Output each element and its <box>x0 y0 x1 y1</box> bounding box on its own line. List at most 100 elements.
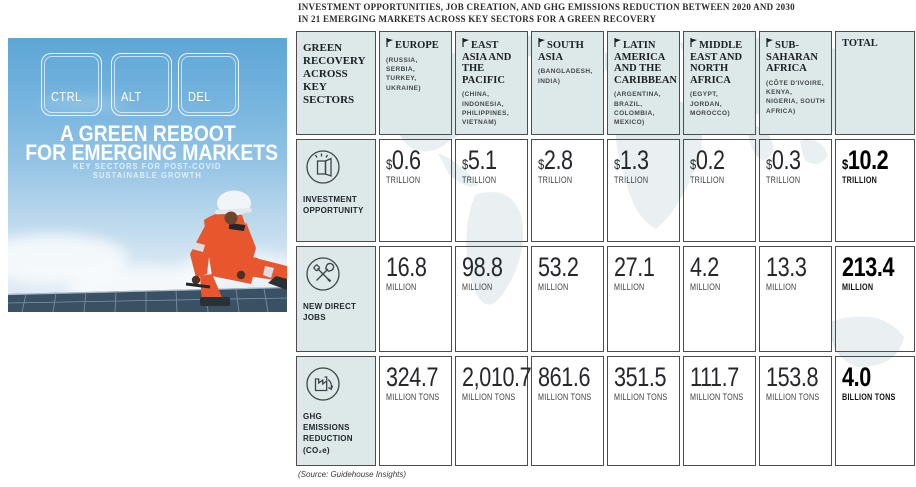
cell-value: 324.7 <box>386 362 439 392</box>
cell-unit: TRILLION <box>386 175 421 186</box>
cell-unit: TRILLION <box>766 175 801 186</box>
col-name: EUROPE <box>395 40 439 51</box>
flag-icon <box>462 38 469 51</box>
open-door-icon <box>304 148 370 191</box>
cell-value: 0.2 <box>695 145 725 175</box>
cell-value: 0.6 <box>391 145 421 175</box>
flag-icon <box>614 38 621 51</box>
cell-ghg-europe: 324.7 MILLION TONS <box>379 356 452 466</box>
flag-icon <box>386 38 393 51</box>
cell-value: 4.2 <box>690 252 719 282</box>
col-header-latin-america: LATIN AMERICA AND THE CARIBBEAN (ARGENTI… <box>607 31 680 135</box>
poster-subtitle-line2: SUSTAINABLE GROWTH <box>92 171 203 180</box>
cell-value: 13.3 <box>766 252 807 282</box>
cell-unit: TRILLION <box>462 175 497 186</box>
col-countries: (RUSSIA, SERBIA, TURKEY, UKRAINE) <box>386 56 421 92</box>
cell-investment-sub-saharan: $0.3 TRILLION <box>759 139 832 242</box>
cell-jobs-mena: 4.2 MILLION <box>683 246 756 352</box>
cell-value: 16.8 <box>386 252 427 282</box>
cloud <box>38 98 128 108</box>
col-name: MIDDLE EAST AND NORTH AFRICA <box>690 40 743 86</box>
ctrl-key-graphic: CTRL <box>41 53 102 116</box>
cover-photo: CTRL ALT DEL A GREEN REBOOT FOR EMERGING… <box>8 38 287 312</box>
currency-prefix: $ <box>690 156 696 172</box>
row-label-text: INVESTMENT OPPORTUNITY <box>303 195 364 216</box>
cell-unit: MILLION TONS <box>614 392 668 403</box>
cell-value: 0.3 <box>771 145 801 175</box>
cell-jobs-east-asia: 98.8 MILLION <box>455 246 528 352</box>
cell-investment-europe: $0.6 TRILLION <box>379 139 452 242</box>
cell-unit: MILLION TONS <box>462 392 516 403</box>
cell-value: 53.2 <box>538 252 579 282</box>
cell-ghg-mena: 111.7 MILLION TONS <box>683 356 756 466</box>
cell-unit: MILLION <box>842 282 874 293</box>
figure-heading-line1: INVESTMENT OPPORTUNITIES, JOB CREATION, … <box>298 2 795 12</box>
cell-unit: MILLION <box>614 282 645 293</box>
col-header-total: TOTAL <box>835 31 915 135</box>
col-name: TOTAL <box>842 38 878 49</box>
cell-ghg-east-asia: 2,010.7 MILLION TONS <box>455 356 532 466</box>
cell-unit: MILLION TONS <box>690 392 744 403</box>
cell-unit: MILLION TONS <box>766 392 820 403</box>
cell-value: 153.8 <box>766 362 819 392</box>
poster-subtitle-line1: KEY SECTORS FOR POST-COVID <box>73 162 222 171</box>
cell-investment-mena: $0.2 TRILLION <box>683 139 756 242</box>
cell-value: 2.8 <box>543 145 573 175</box>
cell-unit: MILLION <box>766 282 797 293</box>
currency-prefix: $ <box>766 156 772 172</box>
cell-unit: TRILLION <box>538 175 573 186</box>
col-name: SUB-SAHARAN AFRICA <box>766 40 818 75</box>
cell-unit: MILLION <box>462 282 493 293</box>
cell-investment-latin-america: $1.3 TRILLION <box>607 139 680 242</box>
row-label-text: NEW DIRECT JOBS <box>303 302 357 323</box>
col-countries: (CÔTE D'IVOIRE, KENYA, NIGERIA, SOUTH AF… <box>766 79 826 115</box>
flag-icon <box>766 38 773 51</box>
solar-worker-illustration <box>8 190 287 312</box>
cell-value: 213.4 <box>842 252 895 282</box>
poster-title-line2: FOR EMERGING MARKETS <box>25 140 279 165</box>
currency-prefix: $ <box>538 156 544 172</box>
cell-unit: MILLION TONS <box>386 392 440 403</box>
cell-value: 10.2 <box>847 145 889 175</box>
col-name: LATIN AMERICA AND THE CARIBBEAN <box>614 40 678 86</box>
del-key-label: DEL <box>188 89 211 104</box>
crossed-tools-icon <box>304 255 370 298</box>
corner-header-text: GREEN RECOVERY ACROSS KEY SECTORS <box>303 42 366 106</box>
row-label-new-direct-jobs: NEW DIRECT JOBS <box>296 246 376 352</box>
currency-prefix: $ <box>614 156 620 172</box>
source-credit: (Source: Guidehouse Insights) <box>298 470 407 479</box>
cell-jobs-south-asia: 53.2 MILLION <box>531 246 604 352</box>
row-label-ghg-emissions-reduction: GHG EMISSIONS REDUCTION (CO₂e) <box>296 356 376 466</box>
cell-ghg-total: 4.0 BILLION TONS <box>835 356 915 466</box>
figure-heading: INVESTMENT OPPORTUNITIES, JOB CREATION, … <box>298 1 910 25</box>
ctrl-key-label: CTRL <box>51 89 82 104</box>
col-countries: (ARGENTINA, BRAZIL, COLOMBIA, MEXICO) <box>614 91 662 127</box>
cell-value: 1.3 <box>619 145 649 175</box>
col-header-europe: EUROPE (RUSSIA, SERBIA, TURKEY, UKRAINE) <box>379 31 452 135</box>
currency-prefix: $ <box>386 156 392 172</box>
cell-value: 5.1 <box>467 145 497 175</box>
cell-unit: MILLION <box>386 282 417 293</box>
alt-key-label: ALT <box>121 89 142 104</box>
cell-value: 351.5 <box>614 362 667 392</box>
cell-unit: TRILLION <box>614 175 649 186</box>
cell-ghg-latin-america: 351.5 MILLION TONS <box>607 356 680 466</box>
cell-value: 861.6 <box>538 362 591 392</box>
cell-ghg-south-asia: 861.6 MILLION TONS <box>531 356 604 466</box>
col-name: EAST ASIA AND THE PACIFIC <box>462 40 512 86</box>
row-label-text: GHG EMISSIONS REDUCTION (CO₂e) <box>303 412 353 455</box>
col-countries: (CHINA, INDONESIA, PHILIPPINES, VIETNAM) <box>462 91 510 127</box>
cell-investment-east-asia: $5.1 TRILLION <box>455 139 528 242</box>
flag-icon <box>690 38 697 51</box>
cell-jobs-europe: 16.8 MILLION <box>379 246 452 352</box>
col-header-east-asia-pacific: EAST ASIA AND THE PACIFIC (CHINA, INDONE… <box>455 31 528 135</box>
col-countries: (BANGLADESH, INDIA) <box>538 68 593 85</box>
col-header-sub-saharan-africa: SUB-SAHARAN AFRICA (CÔTE D'IVOIRE, KENYA… <box>759 31 832 135</box>
cell-value: 111.7 <box>690 362 739 392</box>
poster-title-line1: A GREEN REBOOT <box>59 121 236 146</box>
cell-unit: MILLION <box>538 282 569 293</box>
col-countries: (EGYPT, JORDAN, MOROCCO) <box>690 91 731 118</box>
cell-jobs-total: 213.4 MILLION <box>835 246 915 352</box>
cell-investment-total: $10.2 TRILLION <box>835 139 915 242</box>
